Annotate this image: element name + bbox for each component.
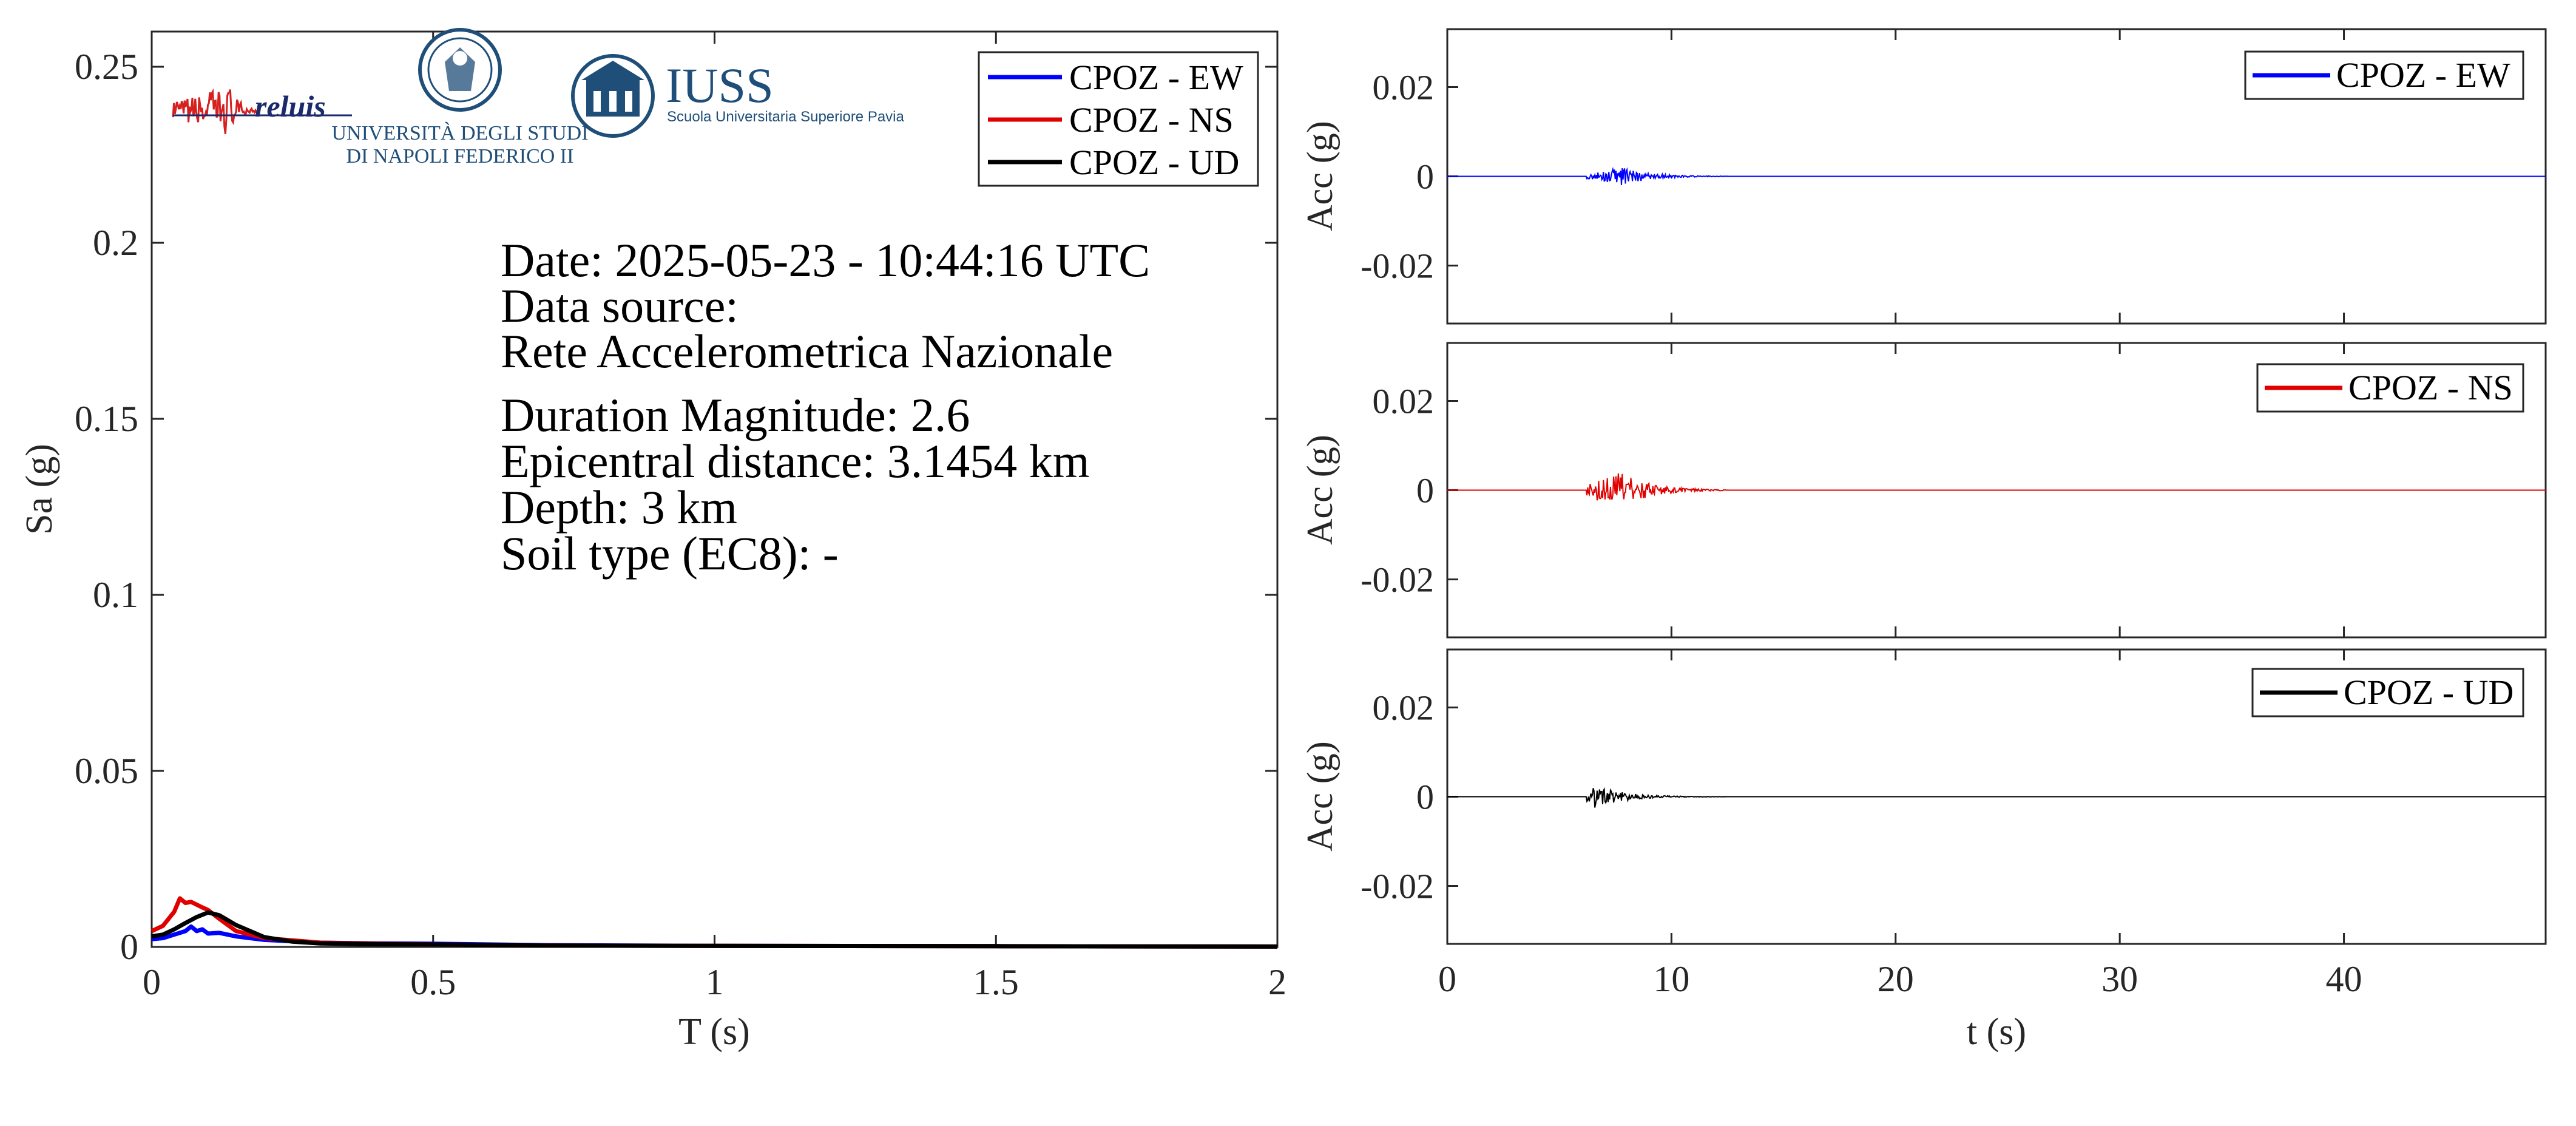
acc-ns-legend: CPOZ - NS xyxy=(2256,363,2524,413)
reluis-logo: reluis xyxy=(172,88,352,134)
spectrum-chart: 0 0.05 0.1 0.15 0.2 0.25 0 0.5 1 1.5 2 T (s) Sa (… xyxy=(19,28,1286,1053)
spectrum-y-tick-label: 0 xyxy=(120,927,138,967)
acc-ew-y-label: Acc (g) xyxy=(1300,121,1340,231)
acc-ud-y-label: Acc (g) xyxy=(1300,741,1340,852)
acc-y-tick-label: -0.02 xyxy=(1361,560,1434,599)
acc-x-tick-label: 0 xyxy=(1438,959,1456,999)
spectrum-series-ud xyxy=(151,910,1278,949)
acc-y-tick-label: -0.02 xyxy=(1361,246,1434,285)
unina-line-2: DI NAPOLI FEDERICO II xyxy=(347,145,574,168)
acc-panel-ud: -0.02 0 0.02 0 10 20 30 40 Acc (g) t (s) CPOZ -… xyxy=(1300,648,2547,1053)
data-source-label: Data source: xyxy=(501,279,739,332)
acc-ew-legend: CPOZ - EW xyxy=(2244,50,2524,100)
reluis-seismogram-icon xyxy=(172,88,261,134)
spectrum-y-tick-label: 0.1 xyxy=(93,575,138,615)
event-info: Date: 2025-05-23 - 10:44:16 UTC Data sou… xyxy=(501,234,1150,580)
spectrum-y-ticks: 0 0.05 0.1 0.15 0.2 0.25 xyxy=(75,47,1277,967)
acc-ud-legend-label: CPOZ - UD xyxy=(2344,673,2513,712)
spectrum-x-tick-label: 2 xyxy=(1268,962,1286,1002)
acc-x-label: t (s) xyxy=(1967,1011,2026,1053)
soil-type: Soil type (EC8): - xyxy=(501,527,839,580)
acc-y-tick-label: 0.02 xyxy=(1373,68,1435,107)
acc-y-tick-label: 0 xyxy=(1416,778,1434,817)
acc-x-tick-label: 10 xyxy=(1653,959,1689,999)
event-depth: Depth: 3 km xyxy=(501,481,737,534)
iuss-title: IUSS xyxy=(666,58,774,113)
acc-x-tick-label: 20 xyxy=(1878,959,1914,999)
acc-ud-legend: CPOZ - UD xyxy=(2251,668,2524,717)
unina-line-1: UNIVERSITÀ DEGLI STUDI xyxy=(331,122,588,144)
spectrum-y-label: Sa (g) xyxy=(19,444,60,535)
spectrum-x-tick-label: 0 xyxy=(143,962,161,1002)
acc-ns-legend-label: CPOZ - NS xyxy=(2348,368,2513,407)
spectrum-y-tick-label: 0.25 xyxy=(75,47,138,87)
spectrum-y-tick-label: 0.2 xyxy=(93,223,138,263)
unina-logo: UNIVERSITÀ DEGLI STUDI DI NAPOLI FEDERIC… xyxy=(331,28,589,168)
acc-ew-ticks: -0.02 0 0.02 xyxy=(1361,29,2345,324)
acc-ew-legend-label: CPOZ - EW xyxy=(2336,55,2510,95)
iuss-subtitle: Scuola Universitaria Superiore Pavia xyxy=(667,109,905,125)
spectrum-x-label: T (s) xyxy=(678,1011,750,1053)
spectrum-legend: CPOZ - EW CPOZ - NS CPOZ - UD xyxy=(978,51,1259,187)
acc-y-tick-label: 0.02 xyxy=(1373,382,1435,421)
reluis-logo-text: reluis xyxy=(255,89,326,123)
spectrum-y-tick-label: 0.15 xyxy=(75,399,138,439)
legend-label-ew: CPOZ - EW xyxy=(1069,58,1243,97)
spectrum-x-tick-label: 1 xyxy=(706,962,724,1002)
spectrum-x-tick-label: 1.5 xyxy=(973,962,1019,1002)
event-date: Date: 2025-05-23 - 10:44:16 UTC xyxy=(501,234,1150,287)
acc-ns-y-label: Acc (g) xyxy=(1300,435,1340,545)
legend-label-ud: CPOZ - UD xyxy=(1069,143,1239,182)
acc-x-tick-label: 40 xyxy=(2326,959,2362,999)
spectrum-y-tick-label: 0.05 xyxy=(75,751,138,791)
spectrum-x-tick-label: 0.5 xyxy=(410,962,456,1002)
acc-x-tick-label: 30 xyxy=(2101,959,2138,999)
acc-ew-trace xyxy=(1447,166,2546,185)
spectrum-series xyxy=(150,896,1278,949)
acc-y-tick-label: 0 xyxy=(1416,471,1434,510)
acc-ud-trace xyxy=(1447,787,2546,808)
acc-y-tick-label: 0 xyxy=(1416,157,1434,197)
legend-label-ns: CPOZ - NS xyxy=(1069,100,1234,140)
acc-ns-trace xyxy=(1447,473,2546,501)
event-magnitude: Duration Magnitude: 2.6 xyxy=(501,388,970,441)
spectrum-x-ticks: 0 0.5 1 1.5 2 xyxy=(143,32,1286,1002)
acc-ud-ticks: -0.02 0 0.02 0 10 20 30 40 xyxy=(1361,649,2362,999)
epicentral-distance: Epicentral distance: 3.1454 km xyxy=(501,435,1089,487)
acc-y-tick-label: -0.02 xyxy=(1361,866,1434,906)
acc-ns-ticks: -0.02 0 0.02 xyxy=(1361,343,2345,637)
acc-y-tick-label: 0.02 xyxy=(1373,688,1435,728)
data-source-name: Rete Accelerometrica Nazionale xyxy=(501,325,1113,378)
acc-panel-ns: -0.02 0 0.02 Acc (g) CPOZ - NS xyxy=(1300,342,2547,639)
acc-panel-ew: -0.02 0 0.02 Acc (g) CPOZ - EW xyxy=(1300,28,2547,325)
iuss-logo: IUSS Scuola Universitaria Superiore Pavi… xyxy=(571,54,905,138)
